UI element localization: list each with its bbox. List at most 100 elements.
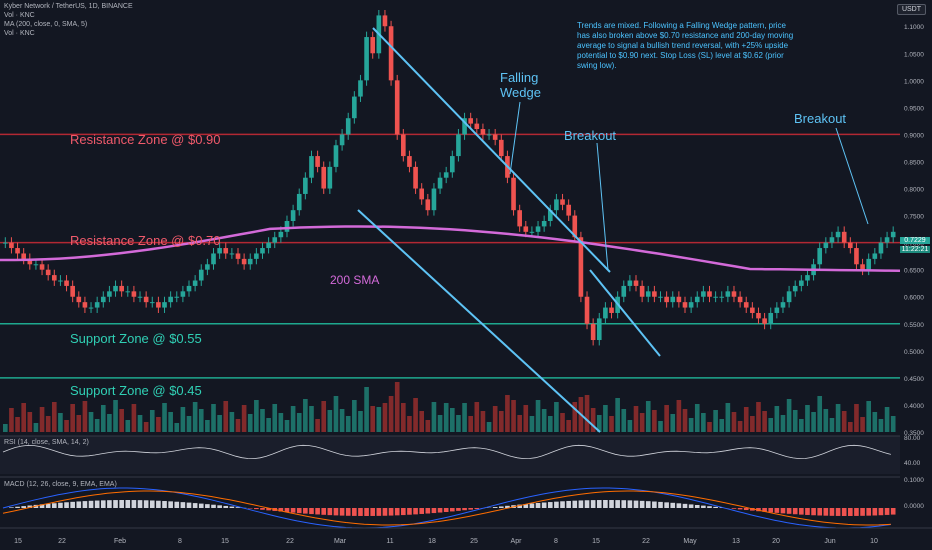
support-zone-045: Support Zone @ $0.45 <box>70 383 202 398</box>
macd-histogram-bar <box>498 506 504 508</box>
candle-body <box>119 285 124 292</box>
candle-body <box>143 296 149 303</box>
macd-histogram-bar <box>370 508 376 516</box>
y-tick-label: 1.0000 <box>904 78 924 85</box>
volume-bar <box>811 412 816 432</box>
candle-body <box>517 210 522 227</box>
candle-body <box>756 312 761 319</box>
macd-histogram-bar <box>554 501 559 508</box>
macd-histogram-bar <box>670 502 676 508</box>
signal-line <box>2 490 891 526</box>
volume-bar <box>149 410 155 432</box>
candle-body <box>358 80 363 97</box>
macd-histogram-bar <box>364 508 369 516</box>
volume-bar <box>817 396 823 432</box>
macd-histogram-bar <box>841 508 847 516</box>
x-tick-label: 22 <box>642 538 650 545</box>
volume-bar <box>345 416 351 432</box>
volume-bar <box>223 401 229 432</box>
volume-bar <box>315 419 320 432</box>
macd-histogram-bar <box>100 500 106 508</box>
vol-label: Vol · KNC <box>4 12 35 19</box>
y-tick-label: 0.8500 <box>904 159 924 166</box>
candle-body <box>694 296 700 303</box>
candle-body <box>260 248 265 254</box>
volume-bar <box>462 403 467 432</box>
volume-bar <box>131 404 137 432</box>
volume-bar <box>217 415 222 432</box>
volume-bar <box>352 400 357 432</box>
x-tick-label: 20 <box>772 538 780 545</box>
volume-bar <box>119 409 124 432</box>
volume-bar <box>290 406 296 432</box>
volume-bar <box>284 420 290 432</box>
y-tick-label: 1.0500 <box>904 51 924 58</box>
macd-histogram-bar <box>296 508 302 514</box>
macd-histogram-bar <box>266 508 271 511</box>
macd-histogram-bar <box>701 505 706 508</box>
candle-body <box>437 177 443 189</box>
macd-histogram-bar <box>82 501 88 508</box>
volume-bar <box>554 402 559 432</box>
macd-histogram-bar <box>51 503 57 508</box>
volume-bar <box>303 399 308 432</box>
volume-bar <box>541 409 547 432</box>
volume-bar <box>125 420 131 432</box>
macd-histogram-bar <box>792 508 798 515</box>
volume-bar <box>456 415 461 432</box>
volume-bar <box>27 412 33 432</box>
volume-bar <box>186 416 192 432</box>
volume-bar <box>480 411 486 432</box>
macd-histogram-bar <box>676 503 682 508</box>
falling-wedge-label-1: Falling <box>500 70 539 85</box>
y-tick-label: 0.9000 <box>904 132 924 139</box>
volume-bar <box>162 403 167 432</box>
macd-histogram-bar <box>76 501 82 508</box>
candle-body <box>278 231 284 238</box>
volume-bar <box>168 412 173 432</box>
candle-body <box>174 296 180 298</box>
macd-histogram-bar <box>492 507 498 508</box>
candle-body <box>498 139 504 157</box>
candle-body <box>762 318 767 324</box>
volume-bar <box>278 413 284 432</box>
macd-histogram-bar <box>149 500 155 508</box>
macd-histogram-bar <box>229 506 235 508</box>
volume-bar <box>450 408 455 432</box>
macd-histogram-bar <box>805 508 810 515</box>
volume-bar <box>431 402 437 432</box>
macd-histogram-bar <box>780 508 786 514</box>
volume-bar <box>156 417 161 432</box>
candle-body <box>217 248 222 254</box>
candle-body <box>205 264 210 270</box>
macd-histogram-bar <box>39 504 45 508</box>
candle-body <box>474 123 480 130</box>
candle-body <box>296 193 302 211</box>
macd-histogram-bar <box>186 502 192 508</box>
x-tick-label: Jun <box>824 538 835 545</box>
candle-body <box>321 166 327 189</box>
volume-bar <box>719 419 725 432</box>
volume-bar <box>260 409 265 432</box>
macd-histogram-bar <box>352 508 357 516</box>
volume-bar <box>529 416 535 432</box>
volume-bar <box>511 400 516 432</box>
candle-body <box>872 253 878 259</box>
volume-bar <box>780 415 786 432</box>
candle-body <box>345 118 351 135</box>
candle-body <box>162 302 167 308</box>
x-tick-label: Mar <box>334 538 347 545</box>
macd-histogram-bar <box>284 508 290 513</box>
macd-histogram-bar <box>835 508 841 516</box>
candle-body <box>578 237 584 297</box>
macd-histogram-bar <box>688 504 694 508</box>
macd-histogram-bar <box>137 500 143 508</box>
rsi-tick: 80.00 <box>904 435 921 442</box>
falling-wedge-arrow <box>509 101 521 175</box>
volume-bar <box>468 416 473 432</box>
macd-histogram-bar <box>456 508 461 511</box>
macd-histogram-bar <box>401 508 406 516</box>
currency-button[interactable]: USDT <box>896 4 926 15</box>
macd-histogram-bar <box>694 504 700 508</box>
candle-body <box>462 118 467 135</box>
